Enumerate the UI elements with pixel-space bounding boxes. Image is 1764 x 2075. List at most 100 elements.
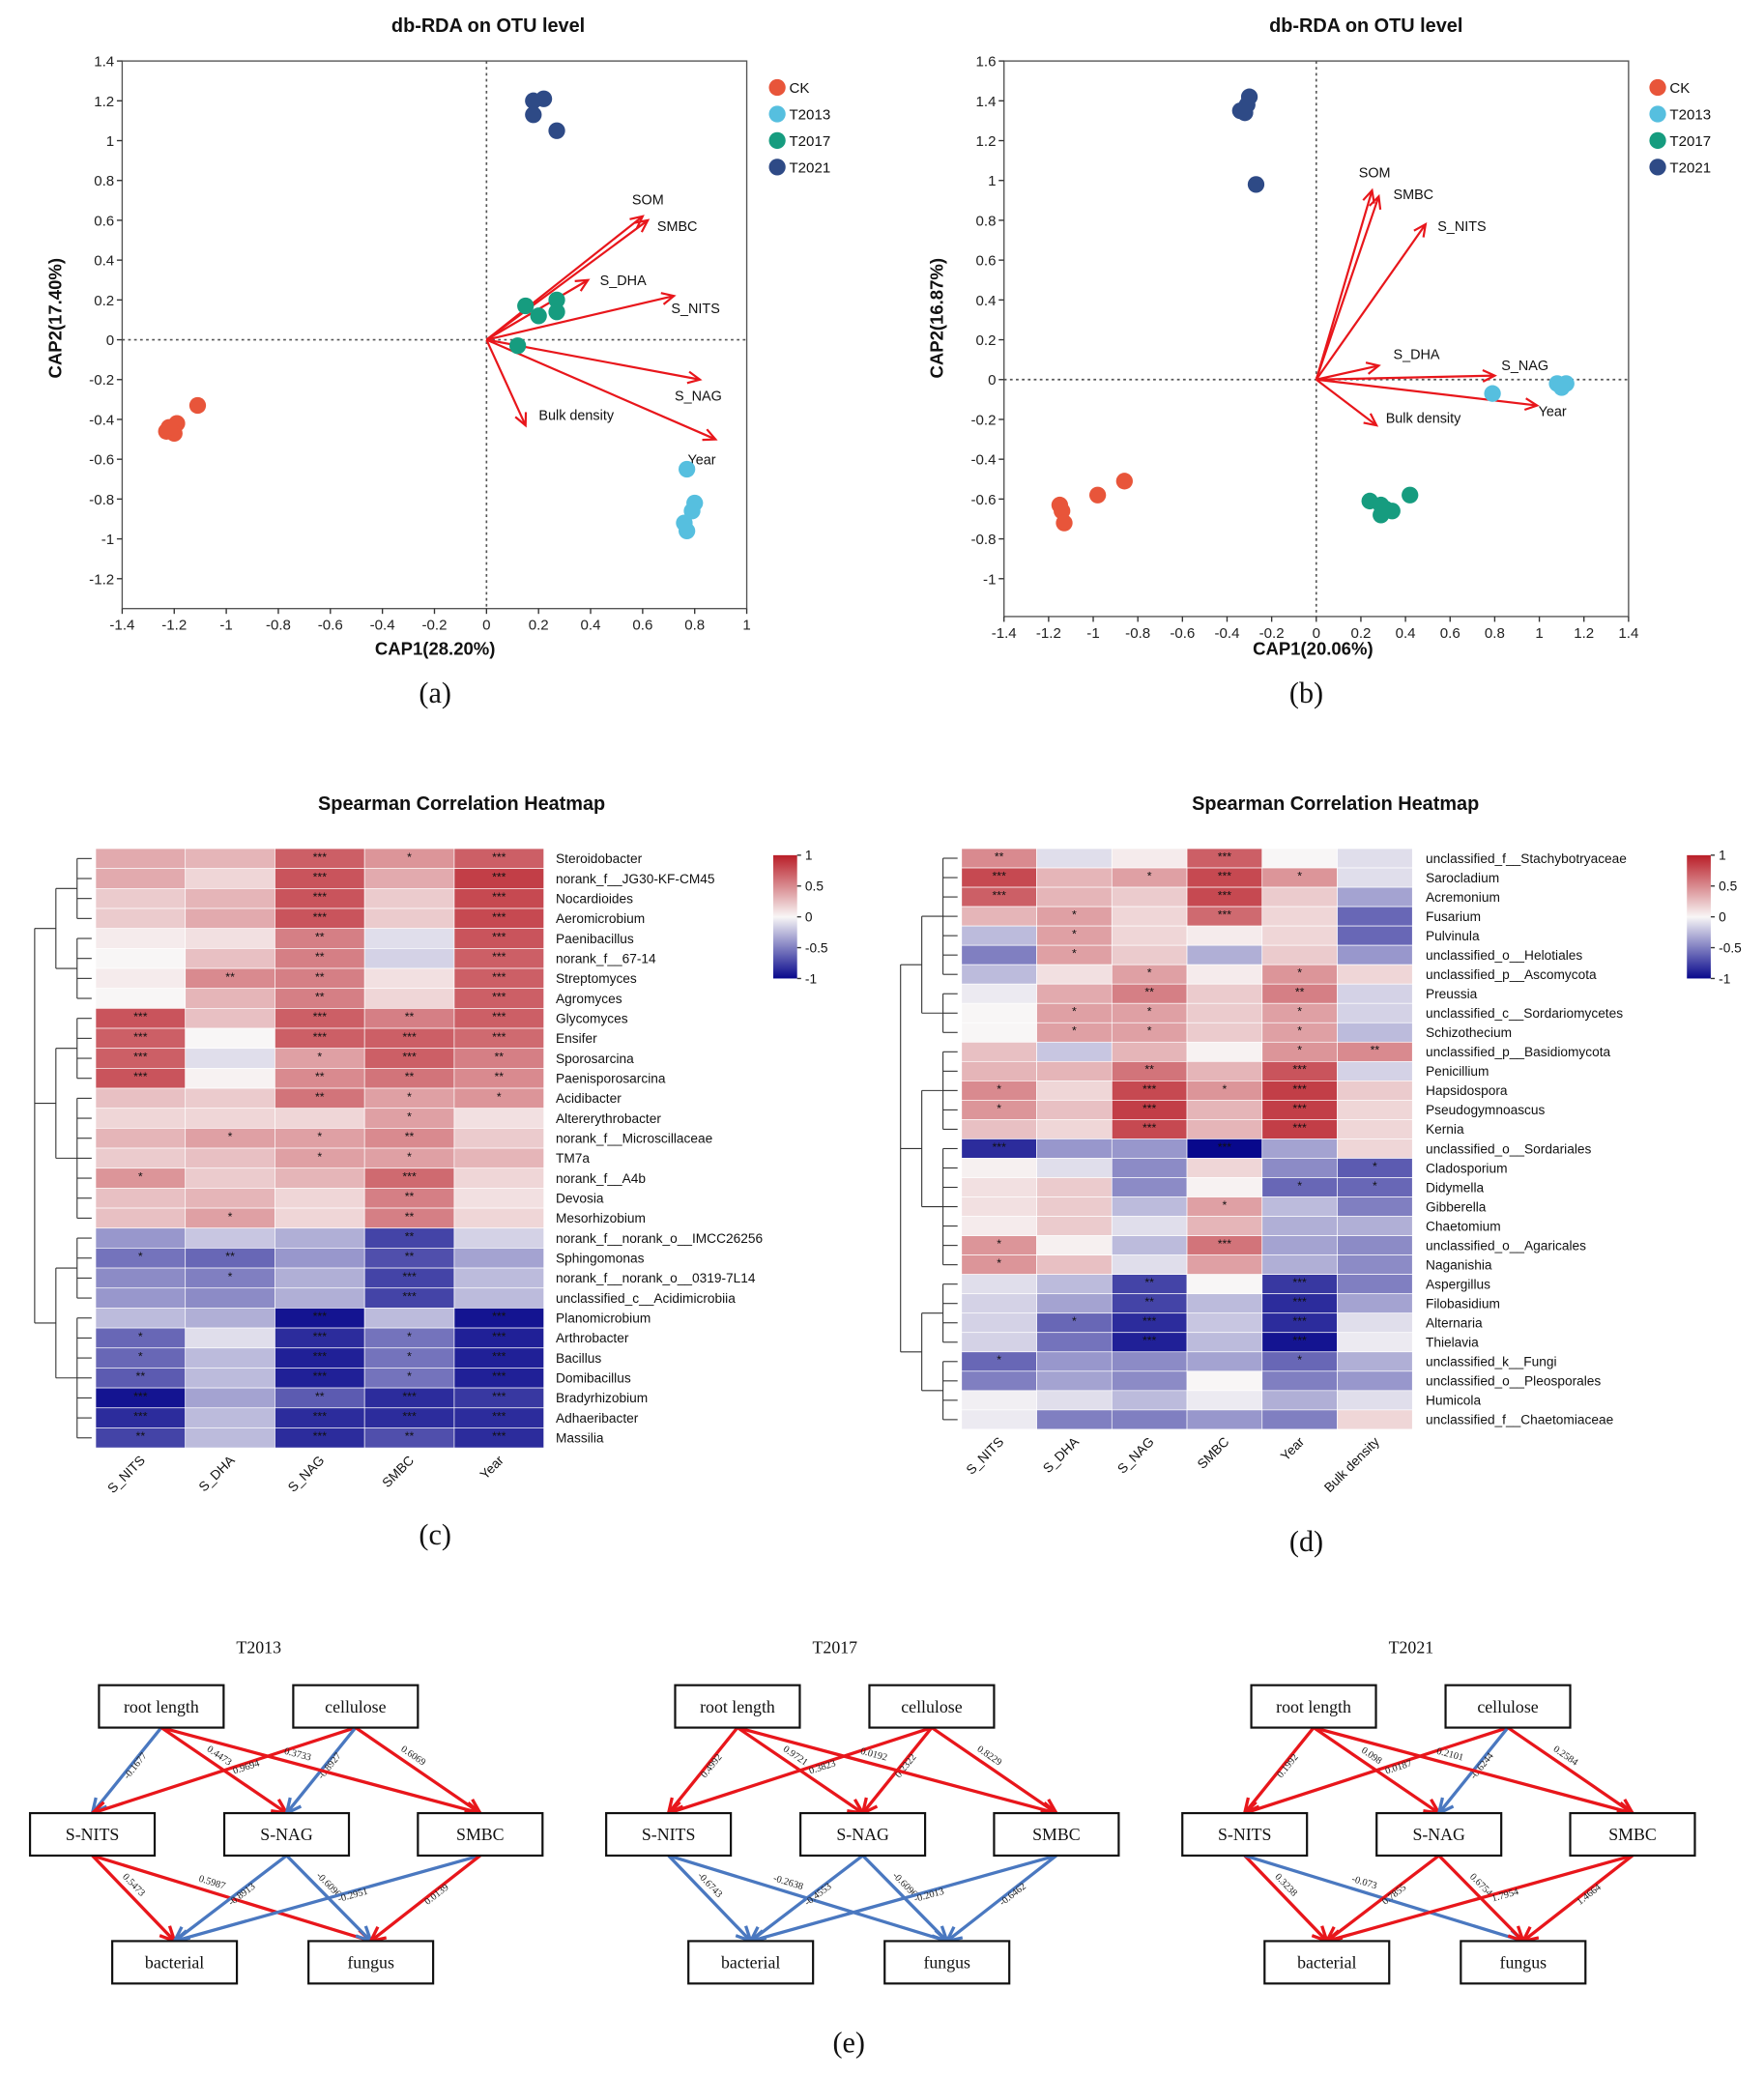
heatmap-cell [1261, 848, 1338, 869]
path-edge [369, 1854, 481, 1943]
y-tick-label: 1.4 [94, 54, 114, 71]
arrowhead-icon [634, 218, 651, 233]
heatmap-cell [1337, 944, 1413, 965]
panel-label: (d) [1289, 1525, 1323, 1558]
heatmap-cell [1337, 1332, 1413, 1353]
heatmap-cell [1261, 1254, 1338, 1275]
x-tick-label: 1 [1535, 625, 1543, 642]
row-label: Acremonium [1426, 890, 1500, 905]
significance-stars: ** [405, 1130, 415, 1143]
panel-d-heatmap-fungi: Spearman Correlation Heatmap (d) ** *** un… [900, 793, 1742, 1558]
x-tick-label: 0.8 [1485, 625, 1505, 642]
legend-label: CK [789, 80, 809, 97]
x-tick-label: 0.6 [1440, 625, 1460, 642]
legend-label: T2017 [1669, 133, 1711, 150]
heatmap-cell [1036, 848, 1113, 869]
path-edge [160, 1725, 481, 1815]
significance-stars: *** [492, 1410, 506, 1424]
heatmap-cell [1261, 1409, 1338, 1430]
significance-stars: *** [492, 970, 506, 984]
legend-marker [1649, 105, 1666, 123]
heatmap-cell [1261, 1196, 1338, 1217]
heatmap-cell [1111, 925, 1188, 946]
heatmap-cell [1186, 1390, 1263, 1411]
diagram-title: T2021 [1389, 1638, 1434, 1657]
heatmap-cell [961, 1293, 1037, 1314]
arrowhead-icon [660, 292, 677, 305]
heatmap-cell [363, 868, 455, 889]
y-axis-title: CAP2(17.40%) [44, 258, 65, 379]
significance-stars: *** [1292, 1121, 1307, 1135]
node-label: S-NITS [642, 1825, 695, 1844]
path-edge [1325, 1854, 1440, 1943]
arrowhead-icon [1482, 368, 1497, 383]
data-point-t2013 [679, 460, 696, 478]
node-box [674, 1684, 801, 1729]
row-label: unclassified_p__Basidiomycota [1426, 1045, 1611, 1059]
row-label: Massilia [556, 1431, 604, 1446]
path-edge [1521, 1854, 1634, 1943]
row-label: Didymella [1426, 1180, 1485, 1195]
heatmap-cell [95, 988, 187, 1009]
y-tick-label: 0.8 [94, 173, 114, 189]
row-label: Penicillium [1426, 1064, 1489, 1079]
significance-stars: *** [492, 1390, 506, 1403]
y-tick-label: 1.2 [94, 94, 114, 110]
row-label: Thielavia [1426, 1336, 1479, 1350]
heatmap-cell [1111, 1409, 1188, 1430]
vector-label: SMBC [1393, 187, 1433, 203]
significance-stars: ** [315, 1390, 325, 1403]
heatmap-cell [1111, 1138, 1188, 1159]
colorbar [1687, 854, 1711, 979]
heatmap-cell [453, 1188, 545, 1209]
significance-stars: ** [405, 1210, 415, 1224]
arrowhead-icon [574, 278, 591, 292]
x-tick-label: -0.8 [266, 618, 291, 634]
heatmap-cell [185, 1327, 275, 1349]
node-box [1263, 1940, 1391, 1985]
heatmap-cell [1036, 1158, 1113, 1178]
row-label: unclassified_k__Fungi [1426, 1355, 1557, 1369]
heatmap-cell [95, 928, 187, 949]
row-label: norank_f__A4b [556, 1171, 646, 1186]
heatmap-cell [95, 1188, 187, 1209]
node-box [222, 1811, 351, 1858]
data-point-t2021 [1236, 104, 1254, 122]
legend-label: T2013 [789, 106, 830, 123]
significance-stars: * [407, 1369, 412, 1383]
heatmap-cell [961, 1216, 1037, 1236]
significance-stars: ** [405, 1070, 415, 1083]
row-label: Planomicrobium [556, 1311, 651, 1326]
significance-stars: *** [1218, 888, 1232, 902]
x-tick-label: 0.4 [1396, 625, 1416, 642]
node-label: S-NITS [1218, 1825, 1271, 1844]
significance-stars: *** [402, 1270, 417, 1283]
node-label: SMBC [1032, 1825, 1081, 1844]
row-label: unclassified_o__Helotiales [1426, 948, 1582, 963]
heatmap-cell [1186, 964, 1263, 985]
heatmap-cell [95, 1087, 187, 1110]
heatmap-cell [275, 1167, 365, 1189]
heatmap-cell [1186, 1293, 1263, 1314]
path-edge [931, 1726, 1057, 1815]
significance-stars: * [1297, 869, 1302, 882]
arrowhead-icon [1368, 193, 1382, 210]
significance-stars: * [138, 1330, 143, 1343]
y-tick-label: -0.4 [89, 412, 114, 428]
heatmap-cell [961, 1041, 1037, 1062]
vector-label: S_DHA [1393, 347, 1439, 362]
row-label: Acidibacter [556, 1091, 622, 1106]
significance-stars: * [997, 1256, 1001, 1270]
significance-stars: *** [402, 1410, 417, 1424]
heatmap-cell [1036, 1370, 1113, 1392]
heatmap-cell [95, 888, 187, 909]
diagram-title: T2013 [236, 1638, 281, 1657]
path-edge [1243, 1726, 1316, 1815]
significance-stars: *** [1292, 1102, 1307, 1115]
significance-stars: ** [315, 1070, 325, 1083]
panel-label: (e) [832, 2027, 865, 2060]
heatmap-cell [1337, 906, 1413, 927]
heatmap-cell [185, 888, 275, 909]
heatmap-cell [1111, 1235, 1188, 1255]
heatmap-cell [185, 1027, 275, 1050]
